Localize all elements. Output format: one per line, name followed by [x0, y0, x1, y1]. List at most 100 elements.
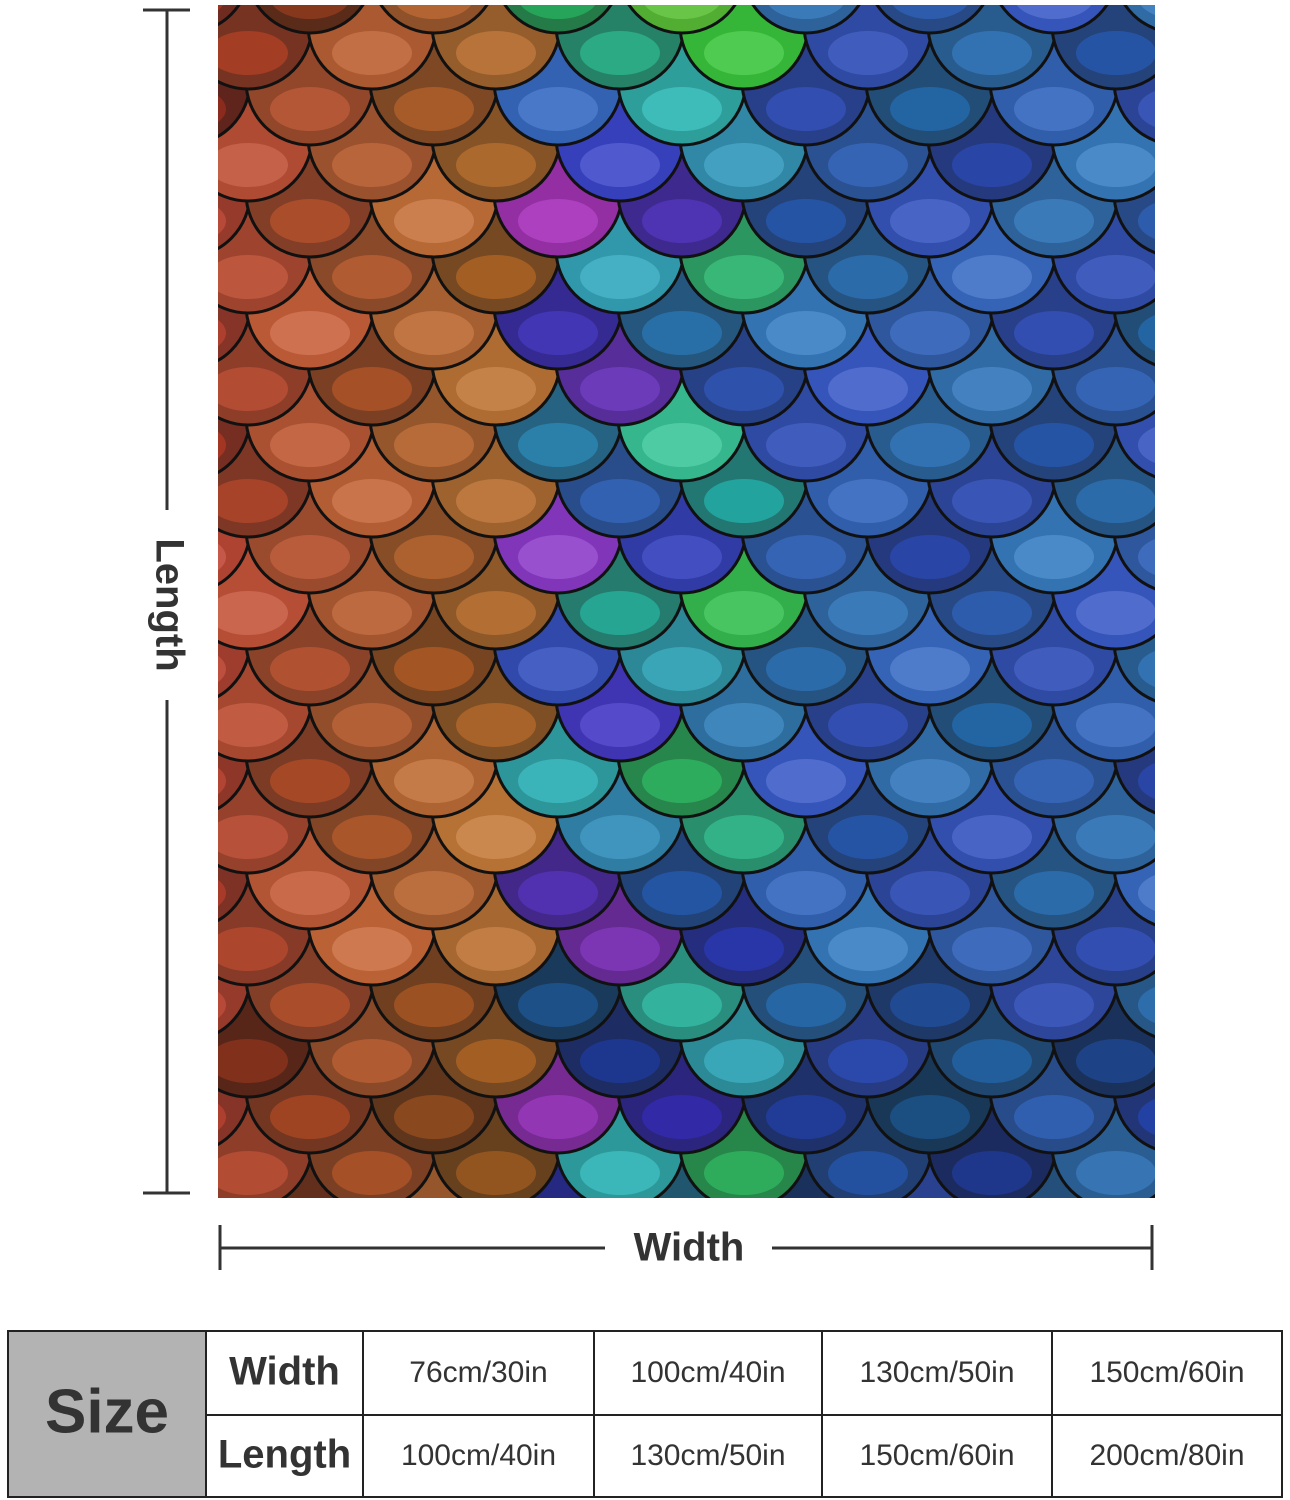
scale-shine	[1138, 763, 1155, 799]
scale	[1176, 185, 1290, 313]
scale-shine	[1014, 1207, 1094, 1251]
scale-shine	[394, 1207, 474, 1251]
scale-shine	[270, 759, 350, 803]
size-table: Size	[7, 1330, 1283, 1498]
scale-shine	[1262, 0, 1290, 19]
scale	[60, 73, 188, 201]
scale-shine	[704, 255, 784, 299]
scale-shine	[952, 703, 1032, 747]
scale-shine	[218, 31, 288, 75]
scale	[1176, 521, 1290, 649]
scale-shine	[828, 1151, 908, 1195]
scale-shine	[1076, 927, 1155, 971]
scale-shine	[84, 703, 164, 747]
scale-shine	[1014, 423, 1094, 467]
scale-shine	[580, 927, 660, 971]
scale	[999, 5, 1109, 35]
scale-shine	[642, 871, 722, 915]
scale	[60, 745, 188, 873]
scale	[1176, 745, 1290, 873]
scale	[1123, 5, 1155, 31]
scale-shine	[84, 1151, 164, 1195]
scale-shine	[1200, 703, 1280, 747]
scale-shine	[1014, 983, 1094, 1027]
scale-shine	[218, 207, 226, 235]
scale-shine	[518, 1207, 598, 1251]
scale-shine	[518, 87, 598, 131]
scale-shine	[218, 879, 226, 907]
scale-shine	[1014, 1095, 1094, 1139]
scale-shine	[704, 1039, 784, 1083]
scale-shine	[892, 5, 968, 19]
scale-shine	[332, 703, 412, 747]
scale-shine	[1200, 591, 1280, 635]
scale-shine	[642, 983, 722, 1027]
scale-shine	[580, 815, 660, 859]
scale-shine	[1076, 479, 1155, 523]
scale-shine	[1262, 647, 1290, 691]
scale-shine	[518, 983, 598, 1027]
scale-shine	[952, 143, 1032, 187]
scale	[1176, 969, 1290, 1097]
scale	[467, 1191, 525, 1198]
scale-shine	[84, 927, 164, 971]
scale-shine	[332, 1263, 412, 1307]
scale	[1176, 1081, 1290, 1209]
scale-shine	[332, 143, 412, 187]
scale-shine	[642, 759, 722, 803]
scale	[1238, 353, 1290, 481]
scale-shine	[704, 815, 784, 859]
scale-shine	[218, 143, 288, 187]
scale	[1238, 465, 1290, 593]
scale-shine	[1200, 927, 1280, 971]
scale-shine	[332, 815, 412, 859]
scale-shine	[890, 647, 970, 691]
scale	[1238, 241, 1290, 369]
scale-shine	[218, 1103, 226, 1131]
scale	[1176, 857, 1290, 985]
scale	[751, 5, 861, 35]
scale-shine	[1200, 143, 1280, 187]
scale-shine	[1076, 591, 1155, 635]
scale	[1238, 1025, 1290, 1153]
scale	[1238, 913, 1290, 1041]
scale-shine	[642, 535, 722, 579]
scale-shine	[1262, 311, 1290, 355]
scale-shine	[218, 703, 288, 747]
length-dimension	[143, 8, 190, 1195]
scale-shine	[456, 927, 536, 971]
scale-shine	[218, 367, 288, 411]
scale-shine	[642, 199, 722, 243]
size-value: 150cm/60in	[859, 1439, 1014, 1472]
scale-shine	[1014, 871, 1094, 915]
scale-shine	[952, 1263, 1032, 1307]
scale-shine	[1138, 203, 1155, 239]
scale	[503, 5, 613, 35]
size-value: 150cm/60in	[1089, 1356, 1244, 1389]
scale-shine	[580, 31, 660, 75]
header-cell	[8, 1331, 206, 1497]
scale-shine	[84, 815, 164, 859]
scale-shine	[1262, 759, 1290, 803]
scale-shine	[218, 255, 288, 299]
scale-shine	[828, 591, 908, 635]
scale	[60, 1193, 188, 1321]
scale-shine	[952, 255, 1032, 299]
scale	[1238, 1137, 1290, 1265]
scale-shine	[1014, 535, 1094, 579]
scale-shine	[332, 591, 412, 635]
scale-shine	[270, 871, 350, 915]
scale-shine	[1138, 1099, 1155, 1135]
scale-shine	[394, 871, 474, 915]
scale-shine	[642, 423, 722, 467]
scale-shine	[704, 1151, 784, 1195]
scale-shine	[84, 1263, 164, 1307]
scale-shine	[890, 759, 970, 803]
scale-shine	[218, 543, 226, 571]
scale-shine	[1200, 1039, 1280, 1083]
scale-shine	[1262, 1319, 1290, 1363]
scale-shine	[1200, 1151, 1280, 1195]
scale-shine	[644, 5, 720, 19]
scale-shine	[768, 5, 844, 19]
scale-shine	[704, 367, 784, 411]
